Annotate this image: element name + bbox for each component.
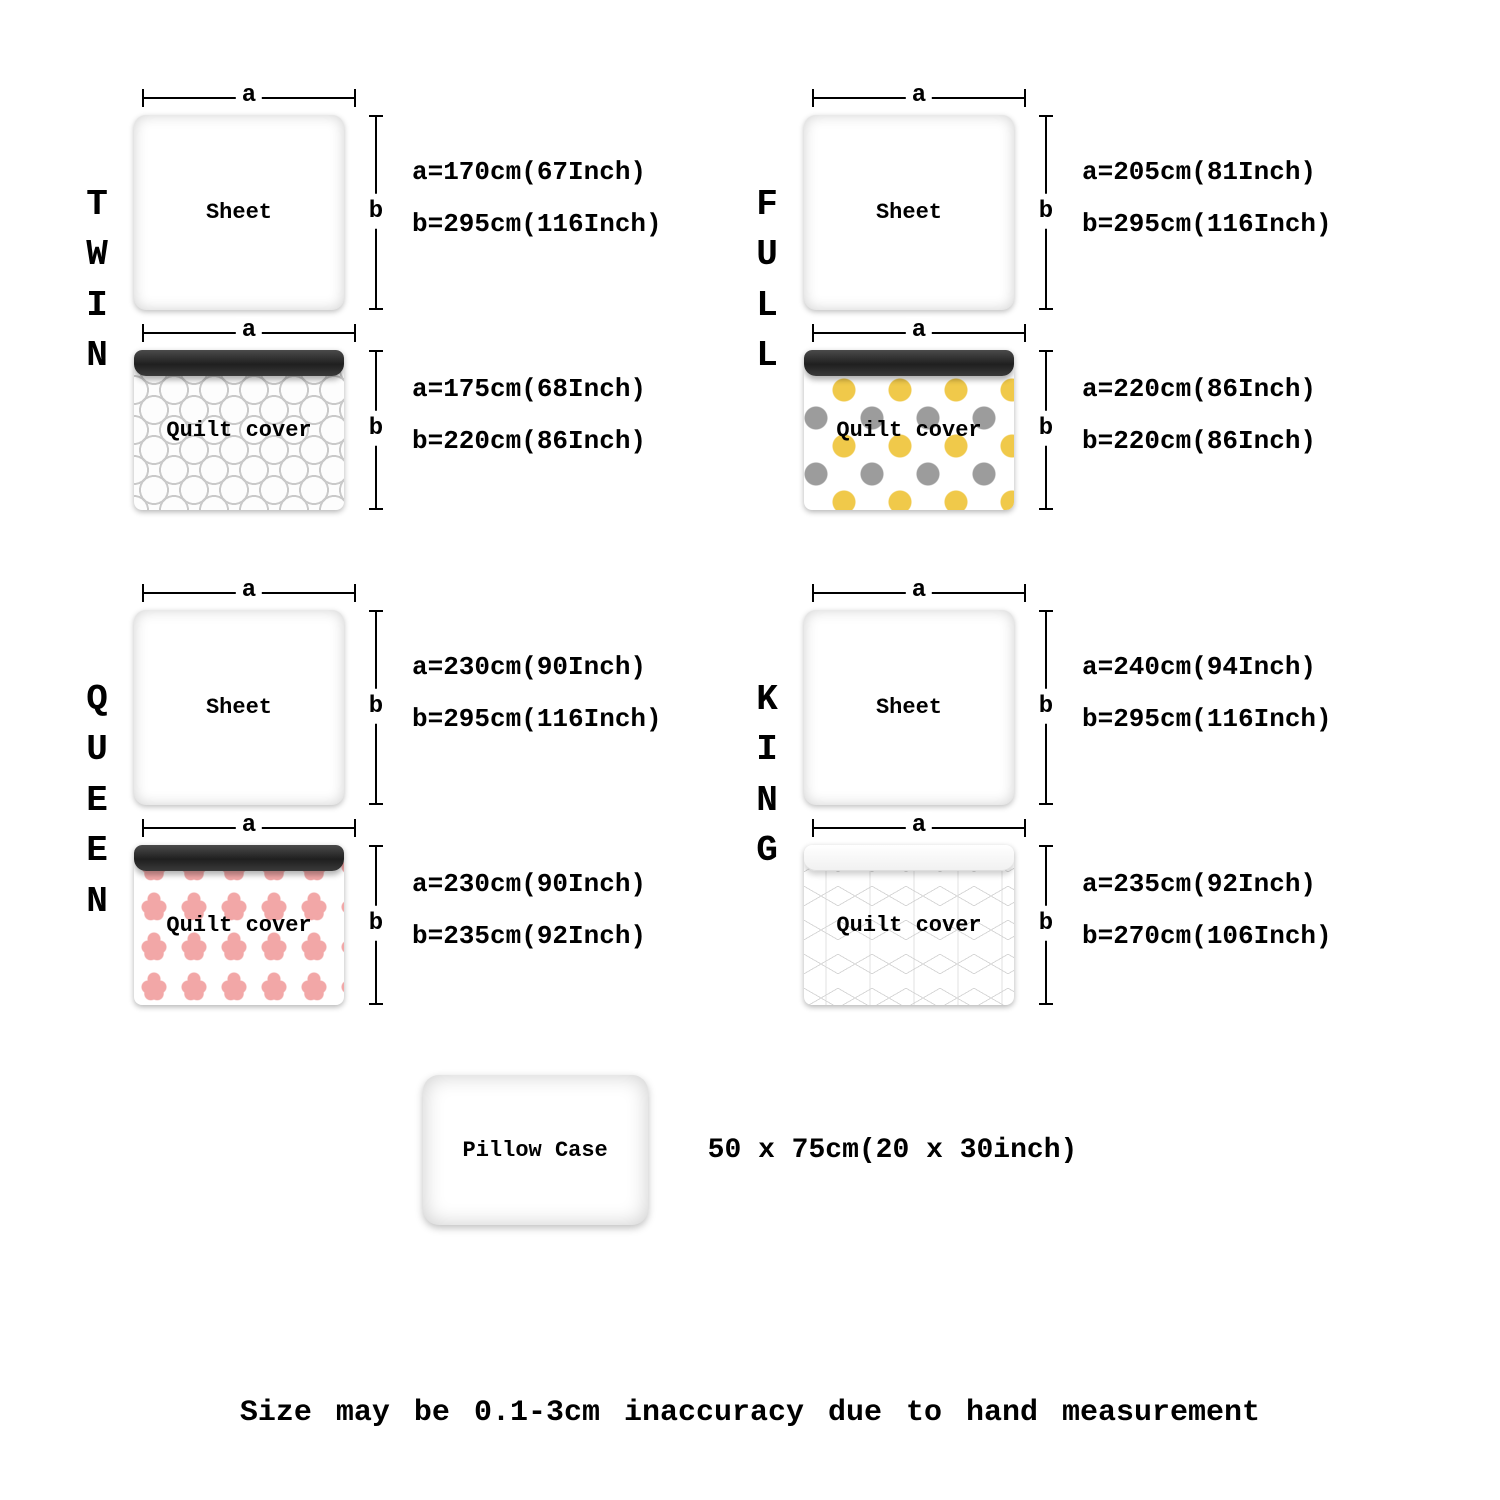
size-label-queen: QUEEN [80,675,116,927]
size-label-twin: TWIN [80,180,116,382]
full-quilt-b: b=220cm(86Inch) [1082,415,1316,467]
pillow-label: Pillow Case [457,1138,614,1163]
dim-b-letter: b [369,193,383,228]
row-2: QUEEN a Sheet b a=230cm(90Inch) [80,580,1420,1015]
queen-quilt-b: b=235cm(92Inch) [412,910,646,962]
pillow-dim: 50 x 75cm(20 x 30inch) [708,1135,1078,1166]
row-1: TWIN a Sheet b a=170cm(67 [80,85,1420,520]
queen-sheet-box: Sheet [134,610,344,805]
queen-quilt-item: a Quilt cover b a=230cm(90Inch) b= [134,815,662,1005]
queen-quilt-a: a=230cm(90Inch) [412,858,646,910]
twin-quilt-b: b=220cm(86Inch) [412,415,646,467]
size-label-full: FULL [750,180,786,382]
full-sheet-b: b=295cm(116Inch) [1082,198,1332,250]
full-sheet-box: Sheet [804,115,1014,310]
full-quilt-item: a Quilt cover b a=220cm(86Inch) b= [804,320,1332,510]
king-sheet-b: b=295cm(116Inch) [1082,693,1332,745]
twin-sheet-box: Sheet [134,115,344,310]
dim-a-letter: a [236,82,262,109]
twin-sheet-a: a=170cm(67Inch) [412,146,662,198]
size-label-king: KING [750,675,786,877]
cell-full: FULL a Sheet b a=205cm(81Inch) [750,85,1420,520]
quilt-label: Quilt cover [160,418,317,443]
king-quilt-box: Quilt cover [804,845,1014,1005]
twin-sheet-item: a Sheet b a=170cm(67Inch) b=295cm(116Inc… [134,85,662,310]
king-quilt-b: b=270cm(106Inch) [1082,910,1332,962]
king-quilt-item: a Quilt cover b a=235cm(92Inch) b= [804,815,1332,1005]
full-quilt-box: Quilt cover [804,350,1014,510]
queen-sheet-item: a Sheet b a=230cm(90Inch) b=295cm(116Inc… [134,580,662,805]
twin-quilt-a: a=175cm(68Inch) [412,363,646,415]
queen-quilt-box: Quilt cover [134,845,344,1005]
twin-quilt-box: Quilt cover [134,350,344,510]
footer-note: Size may be 0.1-3cm inaccuracy due to ha… [0,1396,1500,1430]
king-quilt-a: a=235cm(92Inch) [1082,858,1332,910]
king-sheet-a: a=240cm(94Inch) [1082,641,1332,693]
king-sheet-box: Sheet [804,610,1014,805]
cell-king: KING a Sheet b a=240cm(94Inch) [750,580,1420,1015]
pillow-row: Pillow Case 50 x 75cm(20 x 30inch) [80,1075,1420,1225]
twin-quilt-item: a Quilt cover b a=175cm(68Inch) b= [134,320,662,510]
queen-sheet-a: a=230cm(90Inch) [412,641,662,693]
twin-sheet-b: b=295cm(116Inch) [412,198,662,250]
king-sheet-item: a Sheet b a=240cm(94Inch) b=295cm(116Inc… [804,580,1332,805]
full-quilt-a: a=220cm(86Inch) [1082,363,1316,415]
full-sheet-a: a=205cm(81Inch) [1082,146,1332,198]
sheet-label: Sheet [200,200,278,225]
pillow-box: Pillow Case [423,1075,648,1225]
full-sheet-item: a Sheet b a=205cm(81Inch) b=295cm(116Inc… [804,85,1332,310]
cell-twin: TWIN a Sheet b a=170cm(67 [80,85,750,520]
size-chart: TWIN a Sheet b a=170cm(67 [80,85,1420,1225]
cell-queen: QUEEN a Sheet b a=230cm(90Inch) [80,580,750,1015]
queen-sheet-b: b=295cm(116Inch) [412,693,662,745]
